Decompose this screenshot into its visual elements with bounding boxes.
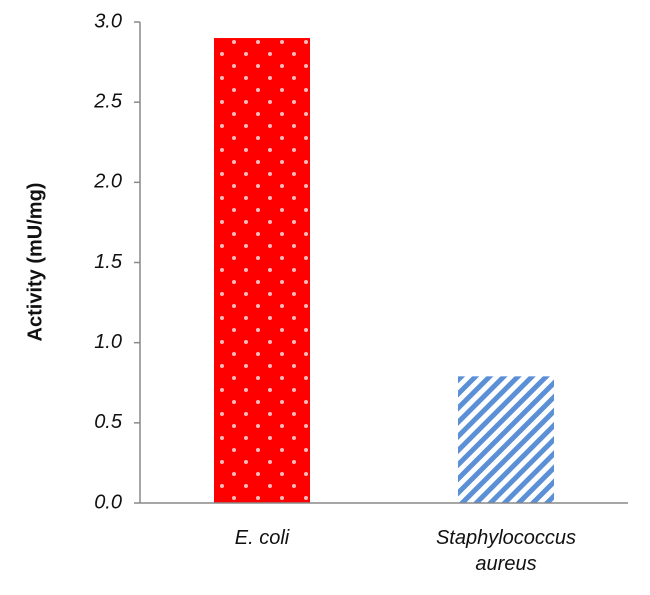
- y-axis-label: Activity (mU/mg): [24, 183, 46, 342]
- y-tick-label: 1.5: [94, 251, 123, 273]
- x-tick-label: Staphylococcus aureus: [435, 527, 577, 575]
- y-tick-label: 1.0: [94, 331, 122, 353]
- y-tick-label: 0.0: [94, 491, 122, 513]
- bar: [214, 38, 310, 504]
- bar: [458, 376, 554, 503]
- y-tick-label: 2.0: [93, 171, 122, 193]
- x-tick-label: E. coli: [234, 527, 290, 549]
- y-tick-label: 0.5: [94, 411, 123, 433]
- y-tick-label: 3.0: [94, 10, 122, 32]
- y-tick-label: 2.5: [93, 90, 123, 112]
